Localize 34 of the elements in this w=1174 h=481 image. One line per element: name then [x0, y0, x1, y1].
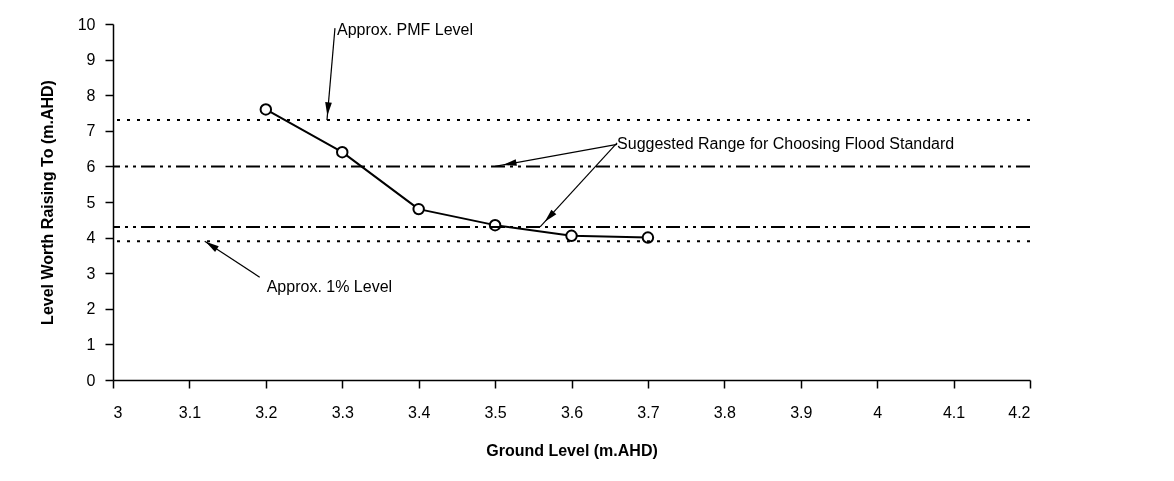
y-tick-label: 4	[86, 229, 96, 247]
x-tick-label: 3.3	[331, 403, 354, 421]
y-tick-label: 2	[86, 300, 96, 318]
x-tick-label: 3.6	[560, 403, 584, 421]
y-tick-label: 0	[86, 371, 96, 389]
y-tick-label: 9	[86, 51, 96, 69]
point	[412, 202, 425, 216]
x-tick-label: 3.7	[637, 403, 660, 421]
x-tick-label: 3.1	[178, 403, 202, 421]
annotation: Approx. 1% Level	[266, 278, 393, 296]
y-tick-label: 8	[86, 86, 96, 104]
point	[259, 103, 273, 116]
x-tick-label: 4.1	[942, 403, 966, 421]
x-tick-label: 4	[873, 403, 883, 421]
point	[641, 231, 655, 244]
annotation: Suggested Range for Choosing Flood Standard	[617, 135, 955, 153]
y-axis-title: Level Worth Raising To (m.AHD)	[38, 80, 56, 325]
y-tick-label: 10	[77, 15, 96, 33]
x-tick-label: 3.4	[408, 403, 431, 421]
x-tick-label: 3.5	[484, 403, 507, 421]
y-tick-label: 3	[86, 264, 96, 282]
y-tick-label: 6	[86, 157, 96, 175]
y-tick-label: 7	[86, 122, 96, 140]
y-tick-label: 1	[86, 335, 96, 353]
x-tick-label: 4.2	[1008, 403, 1031, 421]
x-tick-label: 3	[113, 403, 123, 421]
x-tick-label: 3.9	[790, 403, 813, 421]
y-tick-label: 5	[86, 193, 96, 211]
x-tick-label: 3.8	[713, 403, 737, 421]
point	[565, 229, 578, 243]
point	[336, 145, 349, 159]
x-tick-label: 3.2	[255, 403, 278, 421]
annotation: Approx. PMF Level	[336, 21, 474, 39]
x-axis-title: Ground Level (m.AHD)	[486, 441, 658, 459]
